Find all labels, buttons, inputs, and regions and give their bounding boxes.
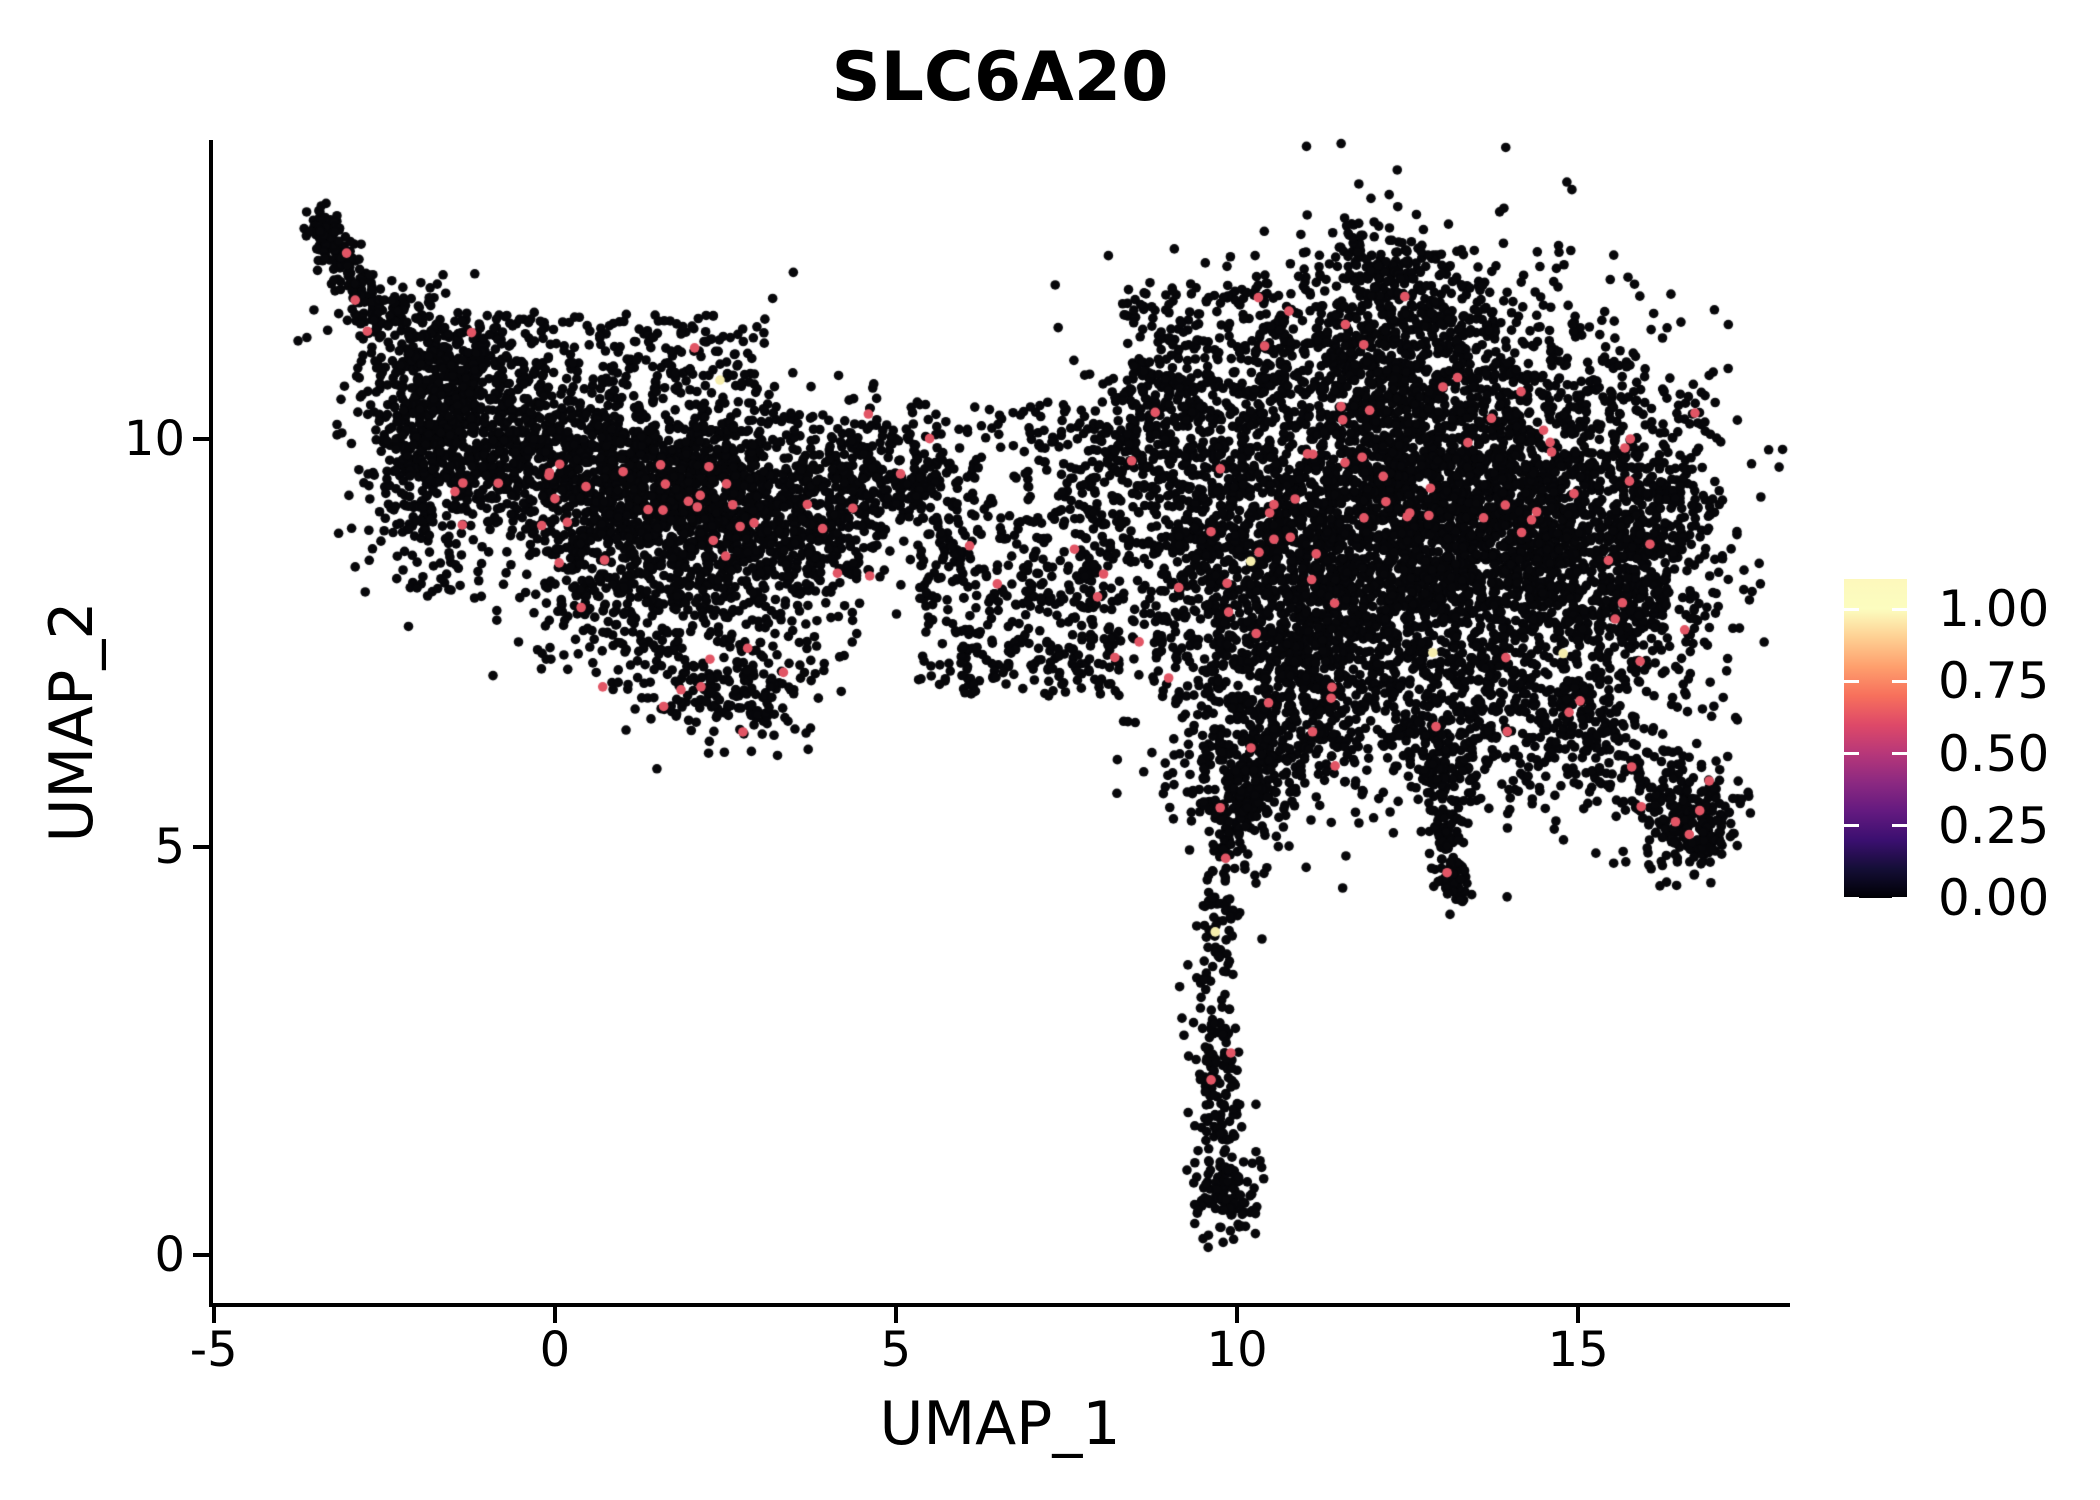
colorbar-tick-mark [1892,752,1907,756]
x-tick-label: 10 [1206,1322,1268,1378]
x-tick-mark [211,1307,216,1323]
colorbar-tick-mark [1892,824,1907,828]
expression-colorbar [1844,579,1907,898]
colorbar-tick-label: 0.25 [1938,796,2050,855]
x-tick-label: 5 [880,1322,912,1378]
colorbar-tick-label: 0.75 [1938,652,2050,711]
x-axis-title: UMAP_1 [879,1389,1121,1459]
x-tick-label: 0 [539,1322,571,1378]
x-tick-label: -5 [189,1322,238,1378]
x-tick-mark [893,1307,898,1323]
colorbar-tick-mark [1892,896,1907,900]
colorbar-tick-mark [1892,607,1907,611]
y-tick-mark [193,1253,209,1258]
x-tick-mark [1235,1307,1240,1323]
x-axis-line [209,1303,1790,1307]
colorbar-tick-mark [1844,607,1859,611]
x-tick-label: 15 [1547,1322,1609,1378]
x-tick-mark [552,1307,557,1323]
y-tick-mark [193,845,209,849]
y-tick-label: 10 [123,410,185,467]
colorbar-tick-mark [1844,824,1859,828]
plot-title: SLC6A20 [831,38,1169,117]
y-axis-line [209,140,213,1307]
colorbar-tick-mark [1844,679,1859,683]
colorbar-tick-label: 1.00 [1938,580,2050,639]
y-tick-label: 5 [154,819,185,875]
colorbar-tick-mark [1844,896,1859,900]
y-tick-label: 0 [154,1227,185,1284]
y-tick-mark [193,436,209,441]
colorbar-tick-label: 0.00 [1938,869,2050,927]
x-tick-mark [1576,1307,1581,1323]
colorbar-tick-label: 0.50 [1938,724,2050,783]
colorbar-tick-mark [1844,752,1859,756]
y-axis-title: UMAP_2 [37,601,107,843]
colorbar-tick-mark [1892,679,1907,683]
